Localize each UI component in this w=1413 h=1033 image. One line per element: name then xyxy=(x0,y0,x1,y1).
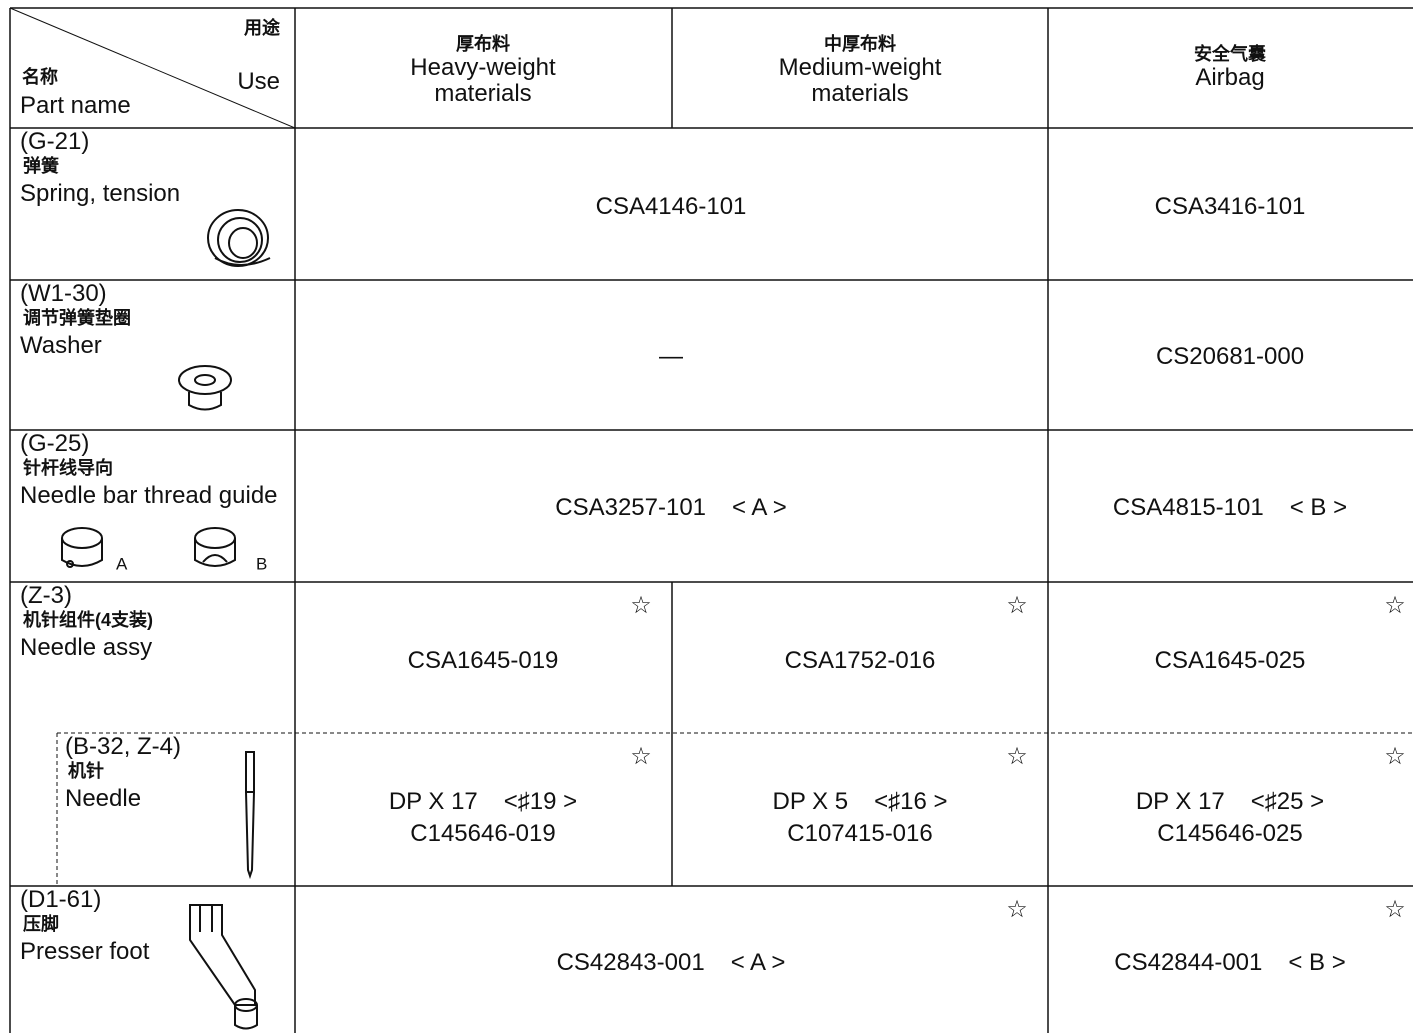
needle-spec: DP X 17 <♯19 > xyxy=(389,790,577,814)
figure-label: B xyxy=(256,554,268,574)
header-use-en: Use xyxy=(237,68,280,95)
cell-text: CSA4815-101 xyxy=(1112,494,1264,521)
part-code: (W1-30) xyxy=(20,280,107,307)
part-code: (Z-3) xyxy=(20,582,72,609)
star-mark: ☆ xyxy=(1384,896,1406,923)
part-number: CSA1645-019 xyxy=(407,647,559,674)
part-name-zh: 调节弹簧垫圈 xyxy=(23,308,131,328)
header-name-en: Part name xyxy=(20,92,131,119)
cell-text: < A > xyxy=(732,494,787,521)
column-title-en: materials xyxy=(811,80,909,107)
cell-text: <♯25 > xyxy=(1250,788,1325,815)
part-number: CSA1752-016 xyxy=(784,647,936,674)
column-title-en: Heavy-weight xyxy=(410,54,556,81)
cell-text: CS42843-001 xyxy=(556,949,705,976)
part-name-zh: 弹簧 xyxy=(23,156,59,176)
figure-label: A xyxy=(116,554,128,574)
column-title-zh: 安全气囊 xyxy=(1194,44,1266,64)
star-mark: ☆ xyxy=(1384,592,1406,619)
part-name-zh: 针杆线导向 xyxy=(23,458,113,478)
part-number: C145646-025 xyxy=(1157,820,1303,847)
part-name-zh: 压脚 xyxy=(23,914,59,934)
cell-text: < B > xyxy=(1288,949,1346,976)
part-code: (B-32, Z-4) xyxy=(65,733,182,760)
needle-spec: DP X 17 <♯25 > xyxy=(1136,790,1324,814)
part-number: C145646-019 xyxy=(410,820,556,847)
cell-text: CS42844-001 xyxy=(1114,949,1263,976)
cell-text: <♯16 > xyxy=(874,788,948,815)
header-use-zh: 用途 xyxy=(244,18,280,38)
star-mark: ☆ xyxy=(630,592,652,619)
column-title-zh: 中厚布料 xyxy=(824,34,896,54)
cell-text: < A > xyxy=(730,949,786,976)
part-number: CSA4815-101 < B > xyxy=(1113,496,1347,520)
cell-text: DP X 17 xyxy=(388,788,478,815)
needle-spec: DP X 5 <♯16 > xyxy=(772,790,947,814)
cell-text: <♯19 > xyxy=(503,788,578,815)
star-mark: ☆ xyxy=(1006,743,1028,770)
column-title-en: materials xyxy=(434,80,532,107)
cell-text: CSA3257-101 xyxy=(555,494,707,521)
part-number: CSA3416-101 xyxy=(1154,193,1306,220)
column-title-en: Airbag xyxy=(1195,64,1265,91)
part-code: (G-21) xyxy=(20,128,90,155)
column-title-en: Medium-weight xyxy=(778,54,942,81)
part-number: CS20681-000 xyxy=(1155,343,1305,370)
star-mark: ☆ xyxy=(1384,743,1406,770)
cell-text: DP X 5 xyxy=(772,788,849,815)
part-name-en: Washer xyxy=(20,332,102,359)
part-number: C107415-016 xyxy=(787,820,933,847)
part-name-en: Spring, tension xyxy=(20,180,181,207)
part-number: CSA1645-025 xyxy=(1154,647,1306,674)
part-number: — xyxy=(659,343,683,370)
part-name-zh: 机针 xyxy=(68,761,104,781)
star-mark: ☆ xyxy=(630,743,652,770)
cell-text: DP X 17 xyxy=(1135,788,1225,815)
part-code: (G-25) xyxy=(20,430,90,457)
star-mark: ☆ xyxy=(1006,592,1028,619)
part-name-en: Needle bar thread guide xyxy=(20,482,278,509)
part-name-en: Needle assy xyxy=(20,634,153,661)
part-number: CSA3257-101 < A > xyxy=(555,496,787,520)
part-number: CS42843-001 < A > xyxy=(557,951,786,975)
part-name-en: Presser foot xyxy=(20,938,150,965)
part-name-en: Needle xyxy=(65,785,142,812)
part-number: CSA4146-101 xyxy=(595,193,747,220)
cell-text: < B > xyxy=(1289,494,1348,521)
part-name-zh: 机针组件(4支装) xyxy=(23,610,153,630)
part-code: (D1-61) xyxy=(20,886,102,913)
column-title-zh: 厚布料 xyxy=(456,34,510,54)
part-number: CS42844-001 < B > xyxy=(1114,951,1346,975)
header-name-zh: 名称 xyxy=(22,67,58,87)
star-mark: ☆ xyxy=(1006,896,1028,923)
